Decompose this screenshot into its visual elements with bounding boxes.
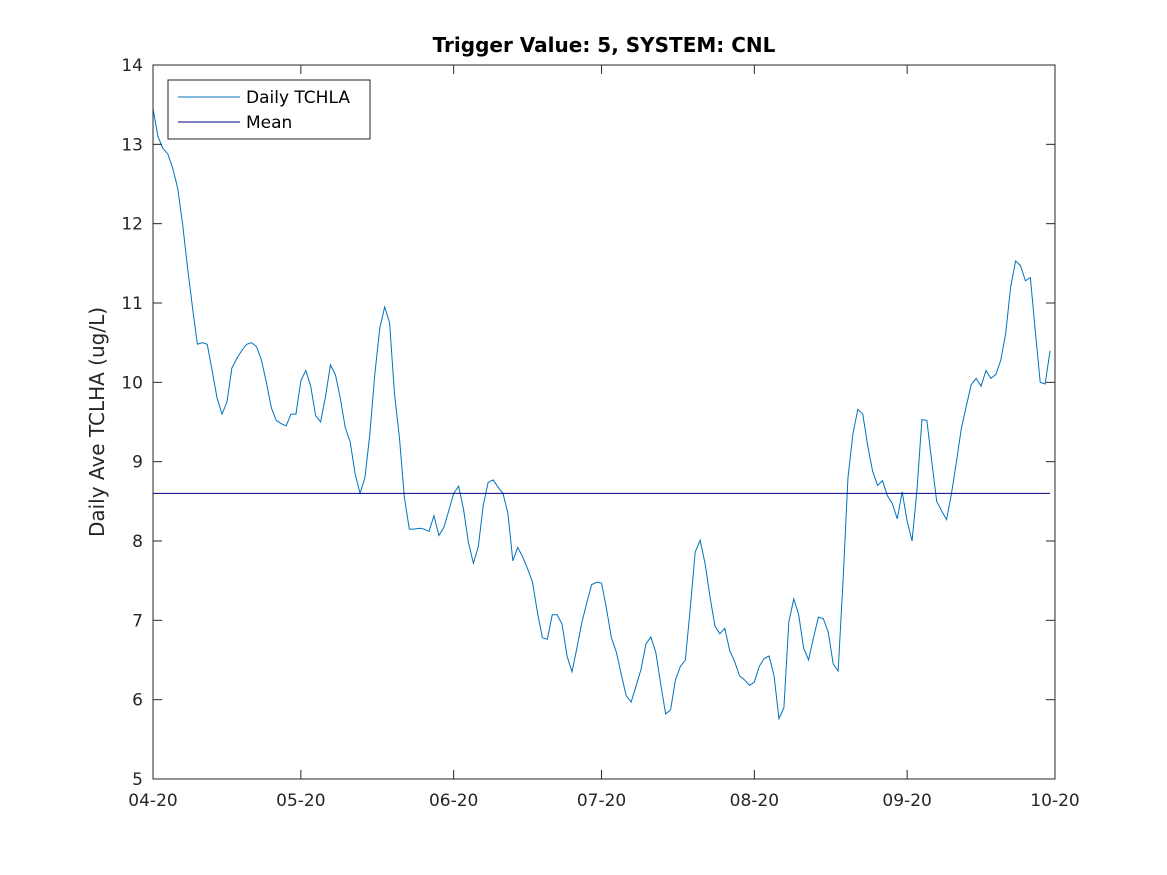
y-tick-label: 10 xyxy=(121,373,143,393)
y-tick-label: 12 xyxy=(121,215,143,235)
x-tick-label: 06-20 xyxy=(429,791,478,811)
x-tick-label: 07-20 xyxy=(577,791,626,811)
x-tick-label: 09-20 xyxy=(882,791,931,811)
axes-box xyxy=(152,64,1056,780)
chart-title: Trigger Value: 5, SYSTEM: CNL xyxy=(433,33,776,57)
y-tick-label: 14 xyxy=(121,56,143,76)
legend: Daily TCHLA Mean xyxy=(167,79,371,140)
x-tick-label: 04-20 xyxy=(128,791,177,811)
x-tick-label: 05-20 xyxy=(276,791,325,811)
y-tick-label: 11 xyxy=(121,294,143,314)
y-tick-label: 8 xyxy=(132,532,143,552)
series-line-daily-tchla xyxy=(152,108,1051,721)
x-tick-label: 08-20 xyxy=(730,791,779,811)
y-tick-label: 5 xyxy=(132,770,143,790)
x-tick-label: 10-20 xyxy=(1030,791,1079,811)
axes: 5 6 7 8 9 10 11 12 13 14 04-20 05-20 06-20 07-20 08-20… xyxy=(121,56,1079,811)
y-tick-label: 6 xyxy=(132,691,143,711)
plot-area xyxy=(152,108,1051,721)
legend-label-daily-tchla: Daily TCHLA xyxy=(246,88,350,108)
y-axis-label: Daily Ave TCLHA (ug/L) xyxy=(85,307,109,537)
legend-label-mean: Mean xyxy=(246,113,292,133)
y-tick-label: 7 xyxy=(132,611,143,631)
y-tick-label: 9 xyxy=(132,453,143,473)
y-tick-label: 13 xyxy=(121,135,143,155)
legend-box xyxy=(167,79,371,140)
